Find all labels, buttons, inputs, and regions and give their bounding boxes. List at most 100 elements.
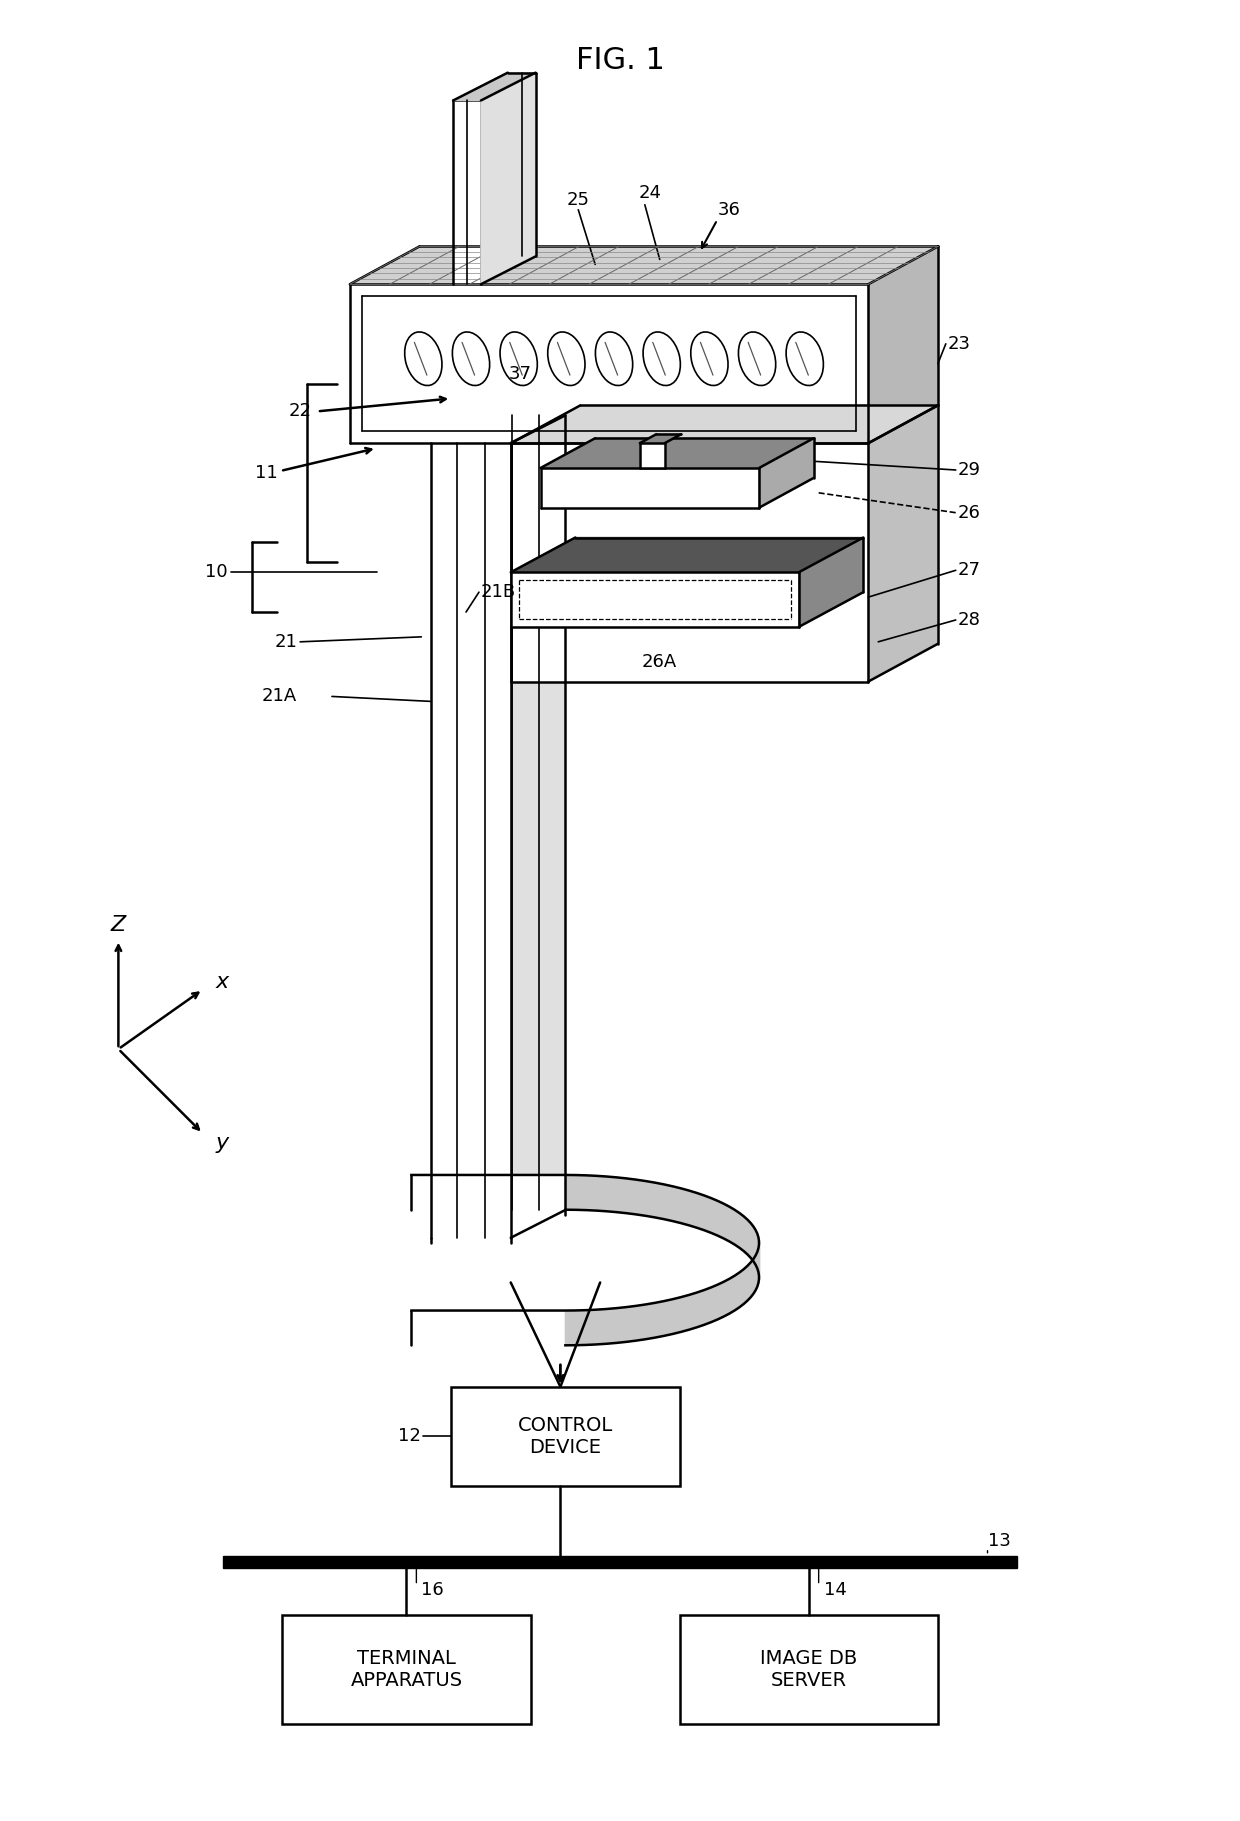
Polygon shape [697,1193,704,1231]
Polygon shape [596,1176,606,1211]
Ellipse shape [548,331,585,386]
Polygon shape [645,1302,655,1338]
Polygon shape [672,1297,681,1335]
Polygon shape [735,1273,739,1311]
Text: CONTROL
DEVICE: CONTROL DEVICE [518,1417,613,1457]
Text: y: y [216,1133,229,1153]
Ellipse shape [500,331,537,386]
Polygon shape [729,1207,735,1246]
Text: 21A: 21A [262,688,298,705]
Polygon shape [744,1266,748,1304]
Text: FIG. 1: FIG. 1 [575,46,665,75]
Polygon shape [729,1275,735,1313]
Text: 28: 28 [957,612,981,628]
Polygon shape [718,1282,724,1320]
Ellipse shape [786,331,823,386]
Polygon shape [748,1262,750,1300]
Polygon shape [663,1298,672,1337]
Polygon shape [541,439,813,468]
Polygon shape [626,1178,636,1215]
Text: 37: 37 [510,364,532,382]
Polygon shape [587,1175,596,1211]
Text: TERMINAL
APPARATUS: TERMINAL APPARATUS [351,1650,463,1690]
Polygon shape [711,1198,718,1236]
Polygon shape [724,1204,729,1242]
Polygon shape [606,1307,616,1344]
Bar [680,1615,937,1724]
Text: 24: 24 [639,184,661,202]
Ellipse shape [738,331,776,386]
Ellipse shape [595,331,632,386]
Polygon shape [689,1191,697,1227]
Text: 14: 14 [823,1581,847,1599]
Polygon shape [511,572,799,626]
Ellipse shape [404,331,441,386]
Text: Z: Z [110,914,126,934]
Polygon shape [626,1306,636,1342]
Polygon shape [868,406,937,681]
Polygon shape [681,1295,689,1331]
Polygon shape [511,537,863,572]
Polygon shape [799,537,863,626]
Ellipse shape [691,331,728,386]
Polygon shape [718,1200,724,1238]
Polygon shape [453,100,481,284]
Polygon shape [616,1307,626,1342]
Polygon shape [616,1178,626,1213]
Polygon shape [481,73,536,284]
Polygon shape [697,1289,704,1328]
Polygon shape [739,1269,744,1307]
Polygon shape [663,1184,672,1222]
Polygon shape [636,1304,645,1340]
Polygon shape [350,284,868,443]
Polygon shape [655,1302,663,1338]
Polygon shape [689,1293,697,1329]
Text: 21: 21 [274,634,298,650]
Text: 29: 29 [957,461,981,479]
Polygon shape [739,1213,744,1251]
Polygon shape [704,1195,711,1233]
Text: 26: 26 [957,504,981,521]
Polygon shape [596,1309,606,1344]
Text: 16: 16 [422,1581,444,1599]
Polygon shape [575,1175,587,1211]
Polygon shape [511,443,868,681]
Polygon shape [223,1555,1017,1568]
Polygon shape [754,1255,755,1293]
Polygon shape [711,1284,718,1322]
Polygon shape [735,1209,739,1247]
Polygon shape [724,1278,729,1317]
Polygon shape [511,406,937,443]
Text: x: x [216,972,229,991]
Bar [451,1388,680,1486]
Polygon shape [759,439,813,508]
Text: 12: 12 [398,1428,422,1446]
Polygon shape [606,1176,616,1213]
Polygon shape [412,1175,759,1311]
Polygon shape [565,1175,575,1209]
Text: 27: 27 [957,561,981,579]
Polygon shape [541,468,759,508]
Ellipse shape [453,331,490,386]
Polygon shape [750,1258,754,1297]
Polygon shape [755,1251,758,1289]
Text: 25: 25 [567,191,590,209]
Polygon shape [575,1309,587,1346]
Polygon shape [868,246,937,443]
Polygon shape [754,1227,755,1266]
Text: 21B: 21B [481,583,516,601]
Text: 13: 13 [987,1531,1011,1550]
Text: 23: 23 [947,335,971,353]
Polygon shape [755,1231,758,1269]
Polygon shape [640,433,681,443]
Polygon shape [587,1309,596,1346]
Polygon shape [681,1189,689,1226]
Text: IMAGE DB
SERVER: IMAGE DB SERVER [760,1650,857,1690]
Polygon shape [453,73,536,100]
Polygon shape [636,1180,645,1216]
Text: 10: 10 [205,563,228,581]
Polygon shape [748,1220,750,1258]
Polygon shape [704,1287,711,1326]
Text: 36: 36 [718,200,740,219]
Text: 26A: 26A [642,652,677,670]
